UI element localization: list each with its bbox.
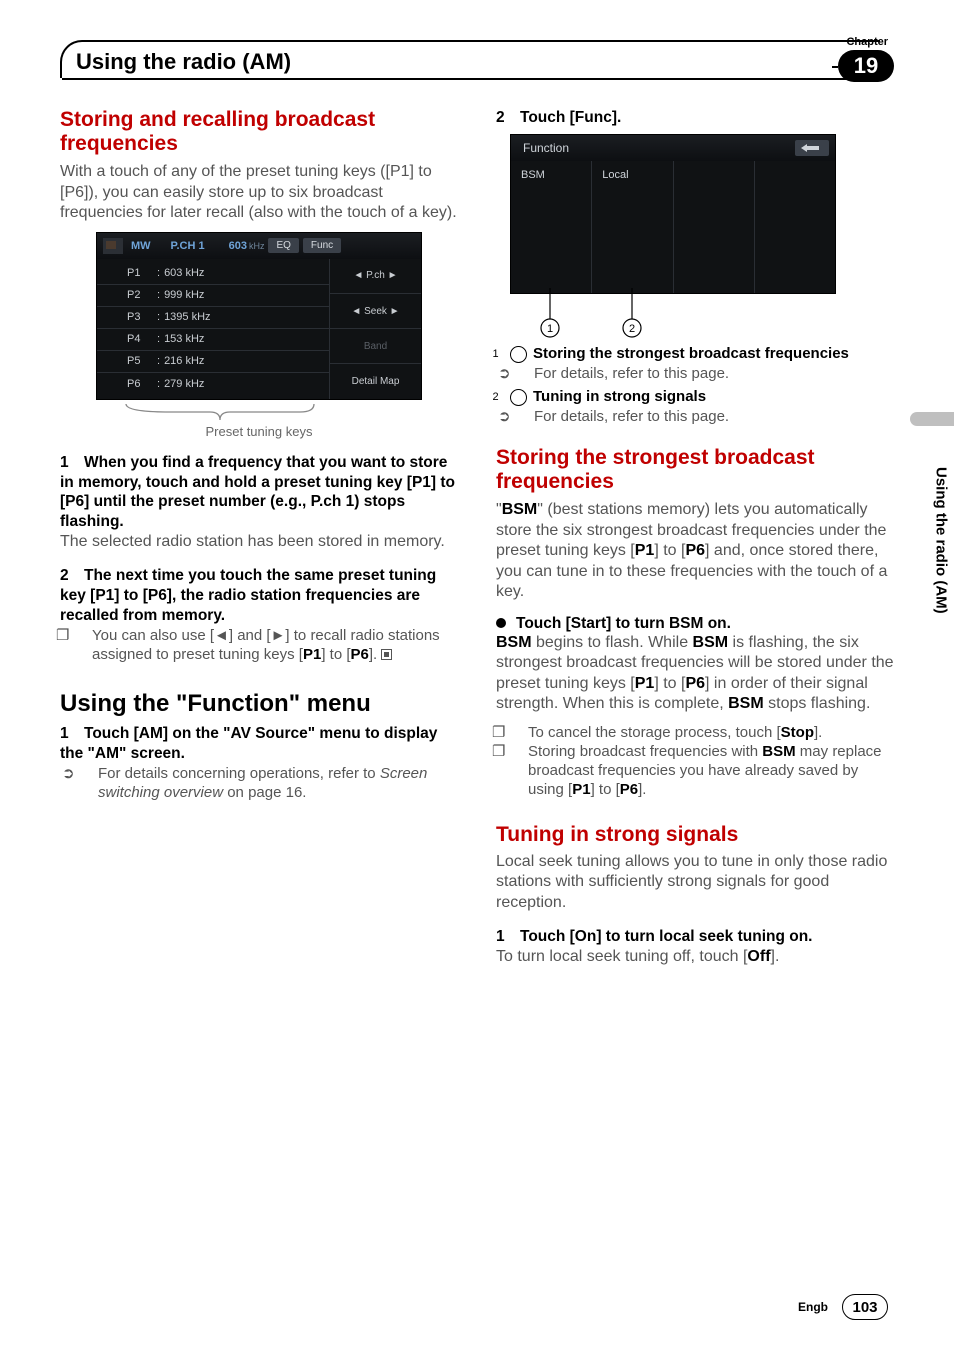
am-icon [103,238,123,254]
tune-follow: To turn local seek tuning off, touch [Of… [496,947,894,967]
end-mark-icon [381,649,392,660]
fm-step-1-ref: ➲For details concerning operations, refe… [98,764,458,802]
step-1: 1When you find a frequency that you want… [60,453,458,532]
preset-row[interactable]: P4: 153 kHz [97,329,329,351]
preset-row[interactable]: P3: 1395 kHz [97,307,329,329]
detail-map-button[interactable]: Detail Map [329,364,421,398]
annot-2: 2Tuning in strong signals [510,387,894,407]
heading-bsm: Storing the strongest broadcast frequenc… [496,446,894,494]
heading-function-menu: Using the "Function" menu [60,690,458,718]
left-column: Storing and recalling broadcast frequenc… [60,108,462,967]
annot-1-ref: ➲For details, refer to this page. [534,364,894,383]
chapter-header: Using the radio (AM) 19 [60,40,894,86]
footer-page: 103 [842,1294,888,1320]
bsm-cell[interactable]: BSM [511,161,592,293]
fm-step-2: 2Touch [Func]. [496,108,894,128]
shot1-khz: kHz [249,241,265,251]
local-cell[interactable]: Local [592,161,673,293]
tune-step-1: 1Touch [On] to turn local seek tuning on… [496,927,894,947]
screenshot-preset-list: MW P.CH 1 603 kHz EQ Func P1: 603 kHz P2… [96,232,422,400]
step-2: 2The next time you touch the same preset… [60,566,458,625]
empty-cell [755,161,835,293]
chapter-title: Using the radio (AM) [76,49,291,75]
bsm-note-1: ❐To cancel the storage process, touch [S… [528,723,894,742]
func-button[interactable]: Func [303,238,341,253]
bsm-bullet: Touch [Start] to turn BSM on. [496,615,894,633]
side-tab: Using the radio (AM) [928,430,954,650]
annot-1: 1Storing the strongest broadcast frequen… [510,344,894,364]
pch-nav-button[interactable]: ◄ P.ch ► [329,259,421,294]
back-button[interactable] [795,140,829,156]
shot2-topbar: Function [511,135,835,161]
right-column: 2Touch [Func]. Function BSM Local [492,108,894,967]
intro-paragraph: With a touch of any of the preset tuning… [60,162,458,223]
shot1-freq: 603 [229,240,247,252]
preset-list: P1: 603 kHz P2: 999 kHz P3: 1395 kHz P4:… [97,259,329,399]
seek-nav-button[interactable]: ◄ Seek ► [329,294,421,329]
callout-lines: 1 2 [510,294,836,340]
preset-row[interactable]: P2: 999 kHz [97,285,329,307]
preset-row[interactable]: P1: 603 kHz [97,263,329,285]
side-tab-bar [910,412,954,426]
svg-text:1: 1 [547,323,553,335]
annot-2-ref: ➲For details, refer to this page. [534,407,894,426]
eq-button[interactable]: EQ [268,238,298,253]
caption-preset-keys: Preset tuning keys [60,424,458,439]
step-2-note: ❐You can also use [◄] and [►] to recall … [92,626,458,664]
shot1-pch: P.CH 1 [171,240,205,252]
chapter-number: 19 [838,50,894,82]
shot2-title: Function [523,141,569,155]
svg-text:2: 2 [629,323,635,335]
band-button[interactable]: Band [329,329,421,364]
shot1-band: MW [131,240,151,252]
preset-row[interactable]: P5: 216 kHz [97,351,329,373]
empty-cell [674,161,755,293]
chapter-arc: Using the radio (AM) [60,40,880,78]
preset-row[interactable]: P6: 279 kHz [97,373,329,395]
bsm-note-2: ❐Storing broadcast frequencies with BSM … [528,742,894,800]
heading-tuning: Tuning in strong signals [496,823,894,847]
tune-intro: Local seek tuning allows you to tune in … [496,852,894,913]
bsm-body: BSM begins to flash. While BSM is flashi… [496,633,894,715]
bsm-intro: "BSM" (best stations memory) lets you au… [496,500,894,602]
footer: Engb 103 [798,1294,888,1320]
footer-lang: Engb [798,1300,828,1314]
step-1-follow: The selected radio station has been stor… [60,532,458,552]
fm-step-1: 1Touch [AM] on the "AV Source" menu to d… [60,724,458,764]
brace-callout [96,404,422,422]
heading-storing-recalling: Storing and recalling broadcast frequenc… [60,108,458,156]
shot1-topbar: MW P.CH 1 603 kHz EQ Func [97,233,421,259]
shot1-side-buttons: ◄ P.ch ► ◄ Seek ► Band Detail Map [329,259,421,399]
screenshot-function-menu: Function BSM Local [510,134,836,294]
